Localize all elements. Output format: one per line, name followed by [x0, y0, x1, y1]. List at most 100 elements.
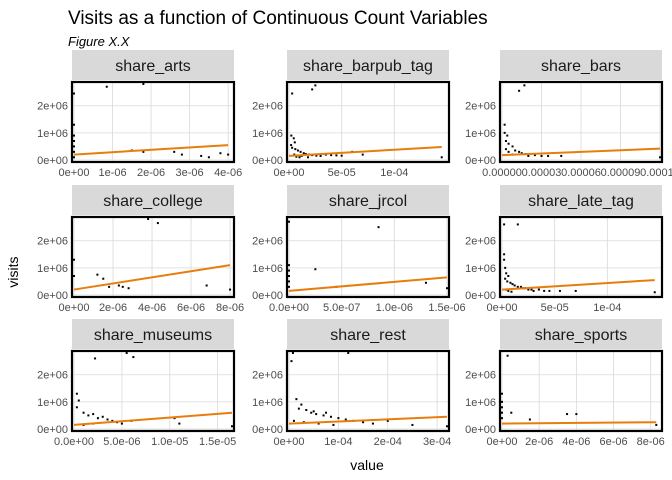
data-point	[501, 406, 503, 409]
data-point	[73, 156, 75, 159]
x-tick-label: 1.0e-05	[151, 436, 188, 448]
data-point	[507, 142, 510, 145]
facet-strip-label: share_rest	[330, 327, 406, 344]
data-point	[503, 253, 506, 256]
facet-strip-label: share_museums	[94, 327, 212, 344]
facet-panel-share-jrcol: share_jrcol 0e+00 1e+06 2e+06 0.0e+00 5.0e-07…	[252, 185, 466, 314]
facet-strip	[500, 185, 662, 215]
x-axis-label: value	[350, 457, 384, 473]
data-point	[506, 354, 509, 357]
x-tick-label: 0e+00	[487, 436, 518, 448]
panel-frame	[285, 349, 451, 433]
data-point	[501, 417, 503, 420]
data-point	[655, 423, 658, 426]
data-point	[520, 152, 523, 155]
data-point	[73, 150, 75, 153]
data-point	[312, 410, 315, 413]
data-point	[288, 285, 290, 288]
data-point	[527, 288, 530, 291]
data-point	[92, 413, 95, 416]
y-tick-label: 2e+06	[252, 370, 283, 382]
x-tick-label: 0e+00	[274, 436, 305, 448]
data-point	[322, 414, 325, 417]
data-point	[132, 356, 135, 359]
x-tick-label: 0.0e+00	[269, 302, 309, 314]
data-point	[73, 140, 75, 142]
data-point	[73, 92, 75, 95]
x-tick-label: 1e-04	[593, 302, 621, 314]
data-point	[293, 141, 296, 144]
data-point	[446, 425, 448, 428]
x-tick-label: 4e-06	[214, 167, 242, 179]
data-point	[659, 156, 661, 159]
data-point	[292, 137, 295, 140]
x-tick-label: 5.0e-07	[323, 302, 360, 314]
data-point	[75, 392, 78, 395]
data-point	[96, 417, 99, 420]
data-point	[337, 417, 340, 420]
chart-title: Visits as a function of Continuous Count…	[68, 8, 488, 29]
data-point	[507, 275, 510, 277]
data-point	[446, 287, 448, 290]
y-tick-label: 2e+06	[252, 101, 283, 113]
trend-line	[501, 147, 661, 157]
data-point	[340, 154, 343, 157]
x-tick-label: 4e-06	[562, 436, 590, 448]
x-tick-label: 0.00000	[482, 167, 522, 179]
data-point	[575, 413, 578, 416]
data-point	[530, 288, 533, 291]
y-tick-label: 2e+06	[465, 236, 496, 248]
data-point	[558, 289, 561, 292]
data-point	[518, 150, 521, 153]
data-point	[125, 352, 128, 354]
data-point	[329, 415, 332, 418]
x-tick-label: 6e-06	[177, 302, 205, 314]
data-point	[205, 284, 208, 287]
data-point	[302, 152, 305, 155]
x-tick-label: 8e-06	[216, 302, 244, 314]
data-point	[344, 418, 347, 421]
data-point	[288, 264, 290, 267]
data-point	[513, 284, 516, 287]
panel-frame	[70, 80, 236, 164]
facet-strip-label: share_college	[103, 193, 203, 210]
facet-grid: share_arts 0e+00 1e+06 2e+06 0e+00 1e-06 2e-06…	[37, 50, 672, 448]
data-point	[291, 352, 294, 354]
y-tick-label: 1e+06	[465, 397, 496, 409]
data-point	[82, 411, 85, 414]
data-point	[306, 156, 309, 159]
x-tick-label: 5e-05	[541, 302, 569, 314]
data-point	[117, 284, 120, 287]
data-point	[317, 422, 320, 425]
data-point	[296, 149, 299, 152]
data-point	[440, 156, 443, 159]
trend-line	[73, 411, 233, 426]
data-point	[506, 280, 509, 283]
data-point	[297, 407, 300, 410]
data-point	[290, 134, 293, 137]
x-tick-label: 3e-06	[176, 167, 204, 179]
data-point	[371, 422, 374, 425]
data-point	[311, 88, 314, 91]
data-point	[505, 272, 508, 275]
data-point	[507, 150, 510, 153]
data-point	[503, 131, 506, 134]
data-point	[127, 287, 130, 290]
x-tick-label: 2e-04	[374, 436, 402, 448]
facet-strip	[287, 319, 449, 349]
data-point	[200, 154, 203, 157]
trend-line	[73, 144, 229, 156]
y-tick-label: 2e+06	[37, 236, 68, 248]
data-point	[298, 156, 301, 159]
x-tick-label: 5e-05	[328, 167, 356, 179]
data-point	[73, 145, 75, 148]
y-tick-label: 0e+00	[252, 290, 283, 302]
x-tick-label: 3e-04	[423, 436, 451, 448]
data-point	[335, 154, 338, 157]
y-tick-label: 1e+06	[37, 397, 68, 409]
data-point	[101, 415, 104, 418]
data-point	[111, 419, 114, 422]
data-point	[501, 400, 503, 403]
panel-frame	[285, 80, 451, 164]
facet-strip-label: share_bars	[541, 58, 621, 75]
